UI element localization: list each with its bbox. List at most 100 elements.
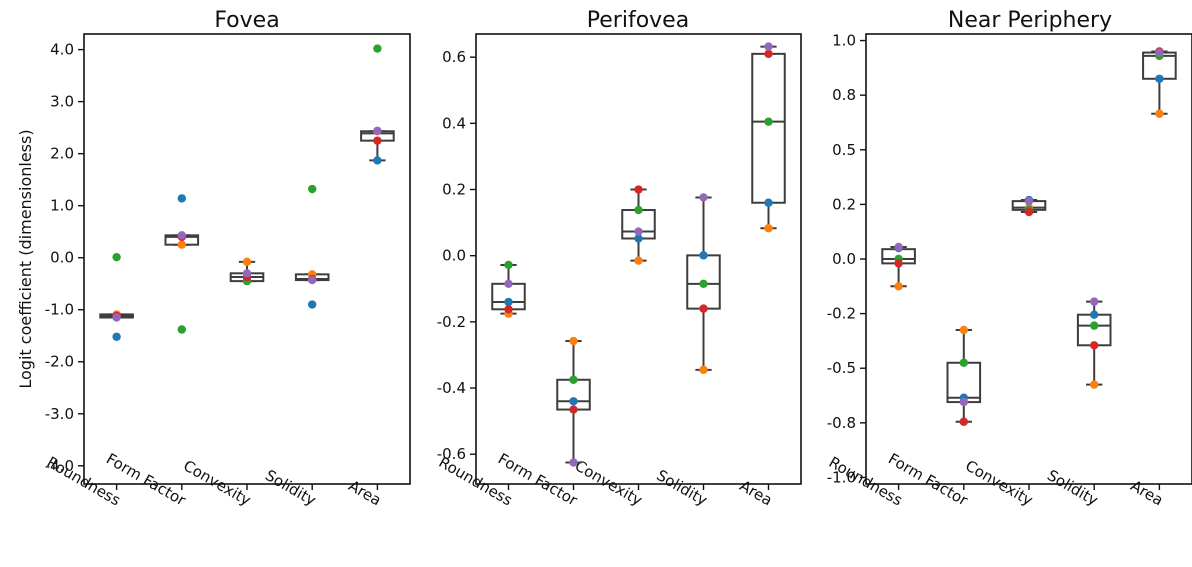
perifovea-x-tick-label-area: Area bbox=[737, 477, 776, 510]
near-periphery-point-form-factor bbox=[959, 417, 968, 426]
near-periphery-y-tick-label: 1.0 bbox=[832, 32, 856, 50]
fovea-point-roundness bbox=[112, 252, 121, 262]
perifovea-point-form-factor bbox=[569, 375, 578, 384]
perifovea-y-tick-label: 0.6 bbox=[442, 48, 466, 66]
perifovea-point-area bbox=[764, 117, 773, 126]
fovea-y-tick-label: -4.0 bbox=[45, 457, 74, 475]
perifovea-point-convexity bbox=[634, 256, 643, 265]
fovea-y-tick-label: -3.0 bbox=[45, 405, 74, 423]
perifovea-point-area bbox=[764, 49, 773, 59]
perifovea-point-convexity bbox=[634, 205, 643, 215]
panel-near-periphery: Near Periphery -1.0 -0.8 -0.5 -0.2 0.0 0.2 0.5 0… bbox=[826, 8, 1192, 510]
near-periphery-y-tick-label: 0.5 bbox=[832, 141, 856, 159]
near-periphery-x-tick-label-solidity: Solidity bbox=[1044, 466, 1101, 509]
near-periphery-box-solidity bbox=[1076, 300, 1112, 386]
near-periphery-point-solidity bbox=[1090, 310, 1099, 319]
perifovea-point-solidity bbox=[699, 279, 708, 289]
perifovea-y-tick-label: 0.4 bbox=[442, 114, 466, 132]
fovea-point-solidity bbox=[308, 184, 317, 194]
near-periphery-point-form-factor bbox=[959, 358, 968, 367]
perifovea-point-roundness bbox=[504, 260, 513, 270]
box-iqr bbox=[1076, 313, 1112, 347]
fovea-point-roundness bbox=[112, 332, 121, 341]
near-periphery-y-tick-label: -0.2 bbox=[827, 305, 856, 323]
panel-fovea: Fovea-4.0-3.0-2.0-1.00.01.02.03.04.0Roun… bbox=[44, 8, 411, 510]
perifovea-point-convexity bbox=[634, 234, 643, 243]
perifovea-point-area bbox=[764, 224, 773, 233]
box-iqr bbox=[751, 52, 786, 204]
near-periphery-y-tick-label: 0.0 bbox=[832, 250, 856, 268]
perifovea-point-roundness bbox=[504, 297, 513, 307]
fovea-axes-frame bbox=[83, 33, 411, 485]
fovea-point-convexity bbox=[242, 257, 252, 267]
perifovea-point-solidity bbox=[699, 304, 708, 313]
fovea-x-tick-label-solidity: Solidity bbox=[262, 466, 319, 509]
perifovea-y-tick-label: 0.2 bbox=[442, 181, 466, 199]
near-periphery-point-area bbox=[1155, 74, 1164, 83]
perifovea-point-convexity bbox=[634, 227, 643, 236]
perifovea-point-solidity bbox=[699, 193, 708, 202]
perifovea-box-convexity bbox=[621, 188, 656, 262]
fovea-point-convexity bbox=[242, 269, 252, 278]
fovea-point-solidity bbox=[308, 300, 317, 309]
perifovea-point-roundness bbox=[504, 279, 513, 289]
fovea-point-form-factor bbox=[177, 231, 186, 240]
fovea-point-form-factor bbox=[177, 240, 186, 249]
fovea-y-tick-label: 2.0 bbox=[50, 145, 74, 163]
perifovea-point-convexity bbox=[634, 185, 643, 194]
perifovea-x-tick-label-solidity: Solidity bbox=[653, 466, 710, 509]
perifovea-point-form-factor bbox=[569, 405, 578, 414]
panel-perifovea: Perifovea-0.6-0.4-0.20.00.20.40.6Roundne… bbox=[436, 8, 802, 510]
near-periphery-point-area bbox=[1155, 109, 1164, 118]
perifovea-point-solidity bbox=[699, 365, 708, 375]
perifovea-y-tick-label: 0.0 bbox=[442, 247, 466, 265]
near-periphery-y-tick-label: -0.8 bbox=[827, 414, 856, 432]
fovea-point-solidity bbox=[308, 275, 317, 285]
near-periphery-point-roundness bbox=[894, 242, 903, 252]
near-periphery-y-tick-label: -1.0 bbox=[827, 468, 856, 486]
near-periphery-x-tick-label-convexity: Convexity bbox=[962, 456, 1036, 509]
fovea-y-tick-label: -2.0 bbox=[45, 353, 74, 371]
y-axis-label: Logit coefficient (dimensionless) bbox=[16, 129, 35, 388]
near-periphery-y-tick-label: -0.5 bbox=[827, 359, 856, 377]
fovea-box-area bbox=[360, 130, 395, 162]
near-periphery-x-tick-label-area: Area bbox=[1127, 477, 1166, 510]
perifovea-point-area bbox=[764, 198, 773, 207]
fovea-point-roundness bbox=[112, 313, 121, 322]
fovea-y-tick-label: 3.0 bbox=[50, 93, 74, 111]
fovea-y-tick-label: 4.0 bbox=[50, 41, 74, 59]
near-periphery-title: Near Periphery bbox=[948, 8, 1112, 33]
fovea-y-tick-label: 0.0 bbox=[50, 249, 74, 267]
perifovea-y-tick-label: -0.2 bbox=[437, 313, 466, 331]
near-periphery-point-solidity bbox=[1090, 380, 1099, 389]
perifovea-point-area bbox=[764, 42, 773, 51]
near-periphery-point-area bbox=[1155, 48, 1164, 57]
fovea-y-tick-label: -1.0 bbox=[45, 301, 74, 319]
near-periphery-point-solidity bbox=[1090, 297, 1099, 306]
fovea-title: Fovea bbox=[214, 8, 279, 33]
fovea-point-form-factor bbox=[177, 325, 186, 334]
perifovea-point-solidity bbox=[699, 251, 708, 260]
near-periphery-axes-frame bbox=[865, 33, 1192, 485]
near-periphery-point-roundness bbox=[894, 282, 903, 291]
perifovea-point-roundness bbox=[504, 305, 513, 314]
near-periphery-point-solidity bbox=[1090, 341, 1099, 350]
perifovea-axes-frame bbox=[475, 33, 802, 485]
perifovea-x-tick-label-convexity: Convexity bbox=[572, 456, 646, 509]
fovea-point-area bbox=[373, 126, 382, 135]
fovea-point-area bbox=[373, 136, 382, 145]
near-periphery-point-form-factor bbox=[959, 397, 968, 407]
perifovea-y-tick-label: -0.4 bbox=[437, 379, 466, 397]
near-periphery-y-tick-label: 0.2 bbox=[832, 195, 856, 213]
fovea-y-tick-label: 1.0 bbox=[50, 197, 74, 215]
fovea-point-area bbox=[373, 156, 382, 165]
near-periphery-point-solidity bbox=[1090, 321, 1099, 330]
fovea-x-tick-label-convexity: Convexity bbox=[180, 456, 254, 509]
perifovea-point-form-factor bbox=[569, 458, 578, 467]
near-periphery-y-tick-label: 0.8 bbox=[832, 86, 856, 104]
near-periphery-point-convexity bbox=[1024, 207, 1034, 217]
perifovea-point-form-factor bbox=[569, 336, 578, 346]
perifovea-point-form-factor bbox=[569, 397, 578, 406]
fovea-point-area bbox=[373, 44, 382, 53]
